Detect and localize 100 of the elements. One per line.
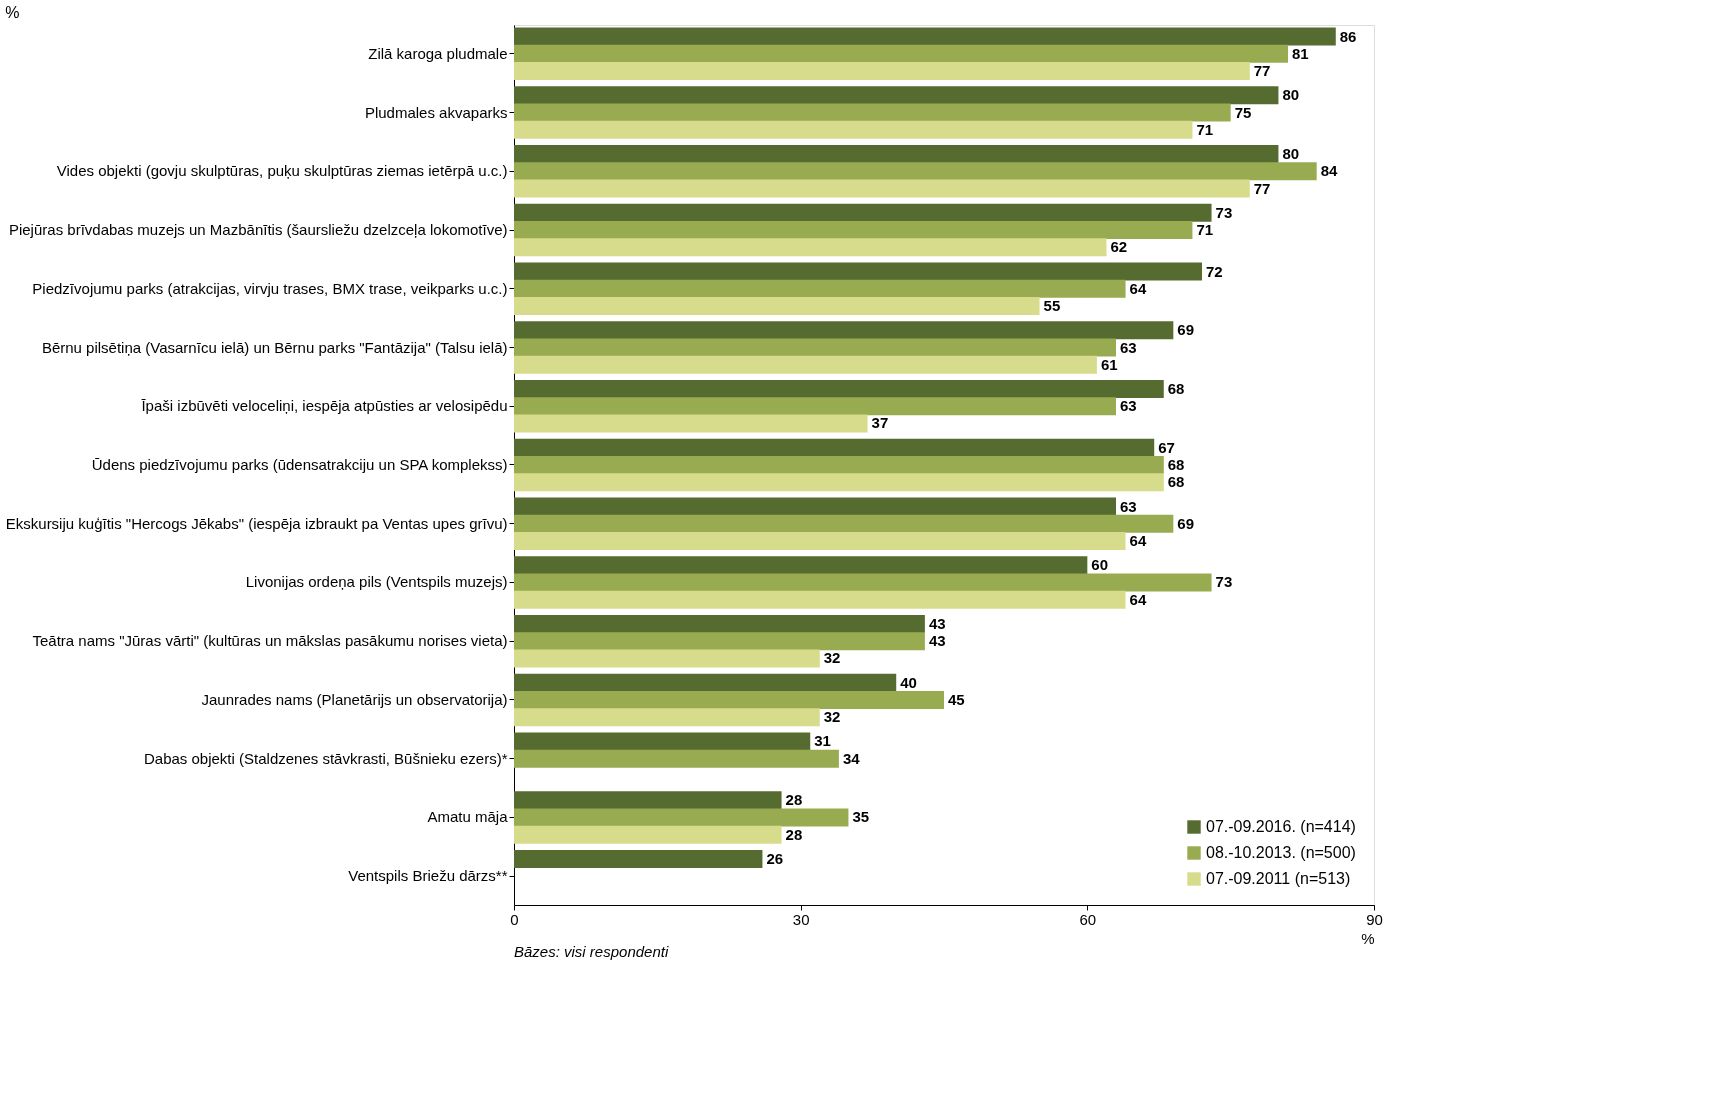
y-tick-label: Pludmales akvaparks <box>364 103 508 121</box>
data-label: 77 <box>1253 179 1271 197</box>
text: Bāzes: visi respondenti <box>514 943 669 960</box>
bar <box>514 649 820 668</box>
data-label: 28 <box>785 791 803 809</box>
bar <box>514 673 897 692</box>
text: % <box>5 4 20 21</box>
data-label: 68 <box>1167 456 1185 473</box>
bar <box>514 531 1126 550</box>
y-tick-label: Dabas objekti (Staldzenes stāvkrasti, Būšnieku ezers)* <box>143 749 508 767</box>
data-label: 69 <box>1177 514 1195 532</box>
x-tick-label: 60 <box>1079 910 1097 928</box>
data-label: 77 <box>1253 62 1271 80</box>
data-label: 28 <box>785 825 803 843</box>
data-label: 75 <box>1234 103 1252 121</box>
bar <box>514 238 1107 257</box>
data-label: 55 <box>1043 297 1061 314</box>
bar <box>514 380 1164 399</box>
data-label: 63 <box>1120 338 1137 356</box>
data-label: 67 <box>1158 438 1175 456</box>
bar <box>514 497 1116 516</box>
bar <box>514 708 820 727</box>
data-label: 68 <box>1167 380 1185 398</box>
data-label: 73 <box>1215 203 1233 221</box>
bar <box>514 573 1212 592</box>
data-label: 63 <box>1120 397 1137 415</box>
bar <box>514 145 1279 164</box>
data-label: 35 <box>852 808 870 826</box>
y-tick-label: Piejūras brīvdabas muzejs un Mazbānītis (šaursliežu dzelzceļa lokomotīve) <box>8 221 508 239</box>
bar <box>514 120 1193 139</box>
legend-label: 08.-10.2013. (n=500) <box>1206 844 1356 861</box>
bar <box>514 179 1250 198</box>
bar <box>514 44 1288 63</box>
bar <box>514 825 782 844</box>
data-label: 71 <box>1196 120 1214 138</box>
y-tick-label: Amatu māja <box>427 808 509 826</box>
bar <box>514 514 1174 533</box>
bar <box>514 849 763 868</box>
y-tick-label: Zilā karoga pludmale <box>368 44 508 62</box>
data-label: 80 <box>1282 86 1300 104</box>
bar <box>514 297 1040 315</box>
y-tick-label: Ekskursiju kuģītis "Hercogs Jēkabs" (iespēja izbraukt pa Ventas upes grīvu) <box>5 514 508 532</box>
data-label: 80 <box>1282 145 1300 163</box>
bar <box>514 473 1164 492</box>
data-label: 34 <box>842 749 861 767</box>
data-label: 63 <box>1120 497 1137 515</box>
data-label: 64 <box>1129 279 1147 297</box>
data-label: 81 <box>1292 44 1309 62</box>
bar <box>514 808 849 827</box>
bar <box>514 749 839 768</box>
y-tick-label: Bērnu pilsētiņa (Vasarnīcu ielā) un Bērnu parks "Fantāzija" (Talsu ielā) <box>41 338 508 356</box>
y-tick-label: Jaunrades nams (Planetārijs un observatorija) <box>201 690 508 708</box>
data-label: 61 <box>1100 355 1118 373</box>
bar <box>514 103 1231 122</box>
bar <box>514 62 1250 81</box>
y-tick-label: Teātra nams "Jūras vārti" (kultūras un mākslas pasākumu norises vieta) <box>32 632 508 650</box>
bar <box>514 590 1126 609</box>
y-tick-label: Vides objekti (govju skulptūras, puķu skulptūras ziemas ietērpā u.c.) <box>56 162 508 180</box>
bar <box>514 203 1212 222</box>
y-tick-label: Ventspils Briežu dārzs** <box>348 867 508 885</box>
data-label: 43 <box>928 632 946 650</box>
bar <box>514 162 1317 181</box>
bar <box>514 456 1164 474</box>
data-label: 71 <box>1196 221 1214 239</box>
data-label: 84 <box>1320 162 1339 180</box>
data-label: 32 <box>823 649 841 667</box>
data-label: 69 <box>1177 321 1195 339</box>
x-tick-label: 0 <box>510 910 519 928</box>
bar <box>514 438 1155 457</box>
data-label: 86 <box>1339 27 1357 45</box>
bar <box>514 414 868 433</box>
x-tick-label: 30 <box>792 910 810 928</box>
data-label: 26 <box>766 849 784 867</box>
bar <box>514 27 1336 46</box>
data-label: 43 <box>928 615 946 632</box>
legend-label: 07.-09.2016. (n=414) <box>1206 818 1356 835</box>
y-tick-label: Livonijas ordeņa pils (Ventspils muzejs) <box>245 573 508 591</box>
bar <box>514 732 811 751</box>
bar <box>514 355 1097 374</box>
data-label: 72 <box>1206 262 1223 280</box>
data-label: 62 <box>1110 238 1128 256</box>
bar <box>514 397 1116 416</box>
data-label: 45 <box>948 690 965 708</box>
data-label: 32 <box>823 708 841 726</box>
bar <box>514 279 1126 298</box>
x-axis-title: % <box>1361 929 1375 947</box>
data-label: 73 <box>1215 573 1233 591</box>
data-label: 68 <box>1167 473 1185 491</box>
bar <box>514 86 1279 105</box>
y-tick-label: Ūdens piedzīvojumu parks (ūdensatrakciju un SPA komplekss) <box>91 456 508 473</box>
bar <box>514 632 925 651</box>
bar <box>514 556 1088 575</box>
data-label: 37 <box>871 414 889 432</box>
data-label: 64 <box>1129 531 1147 549</box>
data-label: 64 <box>1129 590 1147 608</box>
bar <box>514 221 1193 240</box>
data-label: 60 <box>1091 556 1109 574</box>
x-tick-label: 90 <box>1366 910 1383 928</box>
data-label: 40 <box>900 673 917 691</box>
bar <box>514 791 782 810</box>
